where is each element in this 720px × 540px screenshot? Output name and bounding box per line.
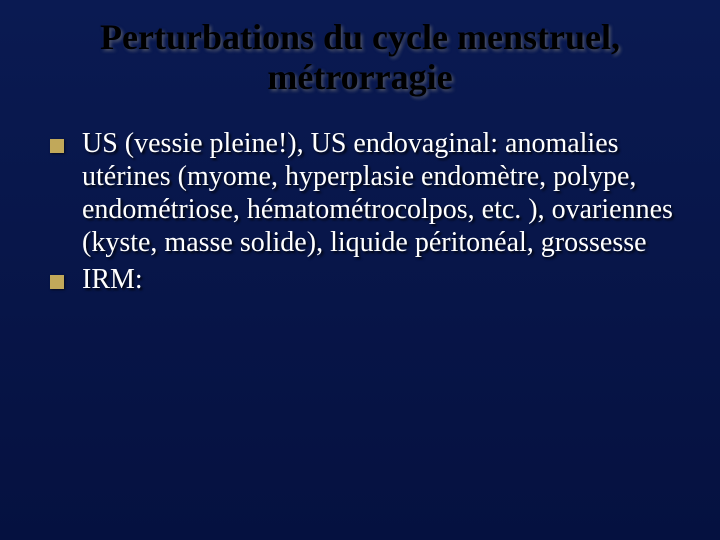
bullet-list: US (vessie pleine!), US endovaginal: ano… bbox=[40, 127, 680, 296]
bullet-item: US (vessie pleine!), US endovaginal: ano… bbox=[40, 127, 680, 259]
bullet-text: US (vessie pleine!), US endovaginal: ano… bbox=[82, 128, 673, 258]
title-line-1: Perturbations du cycle menstruel, bbox=[100, 17, 620, 57]
slide: Perturbations du cycle menstruel, métror… bbox=[0, 0, 720, 540]
slide-content: US (vessie pleine!), US endovaginal: ano… bbox=[0, 97, 720, 296]
bullet-text: IRM: bbox=[82, 264, 143, 295]
title-line-2: métrorragie bbox=[267, 57, 452, 97]
slide-title: Perturbations du cycle menstruel, métror… bbox=[0, 0, 720, 97]
bullet-item: IRM: bbox=[40, 263, 680, 296]
